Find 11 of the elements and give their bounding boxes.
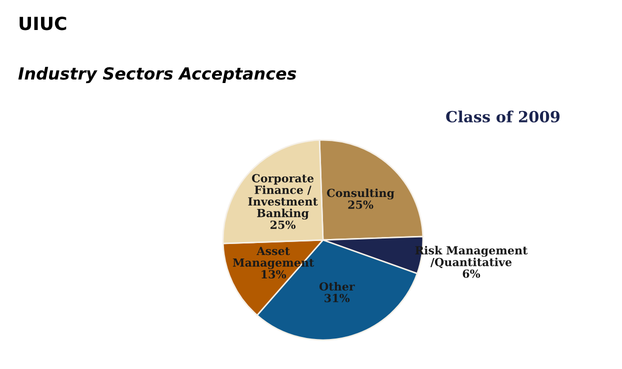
text: UIUC: [20, 16, 66, 30]
slice-label: Consulting: [326, 188, 394, 200]
data-label: 25%: [348, 200, 374, 209]
slice-label: Corporate Finance / Investment Banking: [248, 174, 318, 220]
chart-subtitle: Industry Sectors Acceptances: [18, 66, 296, 84]
text: Class of 2009: [446, 110, 560, 122]
data-label: 6%: [462, 269, 480, 278]
data-label: 13%: [262, 270, 286, 278]
data-label: 31%: [324, 294, 350, 302]
data-label: 25%: [270, 220, 296, 229]
slice-label: Other: [319, 282, 355, 291]
